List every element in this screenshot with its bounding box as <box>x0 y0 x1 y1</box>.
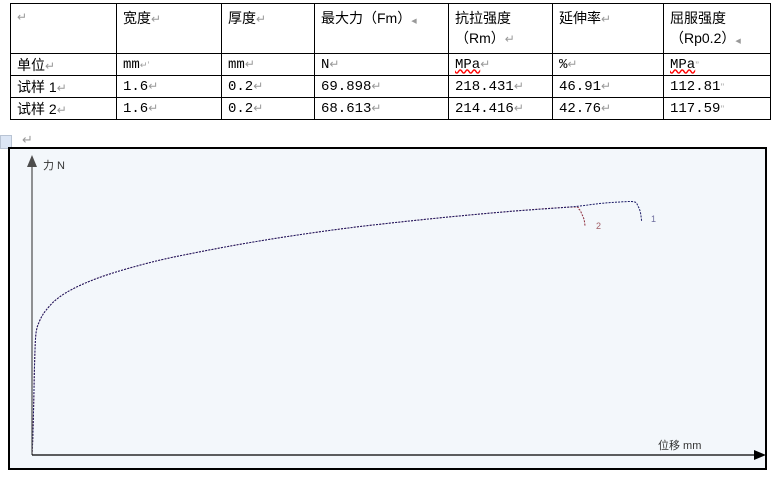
svg-text:位移 mm: 位移 mm <box>658 438 701 452</box>
svg-text:力 N: 力 N <box>43 159 65 172</box>
svg-text:2: 2 <box>596 221 601 231</box>
svg-text:1: 1 <box>651 214 656 224</box>
